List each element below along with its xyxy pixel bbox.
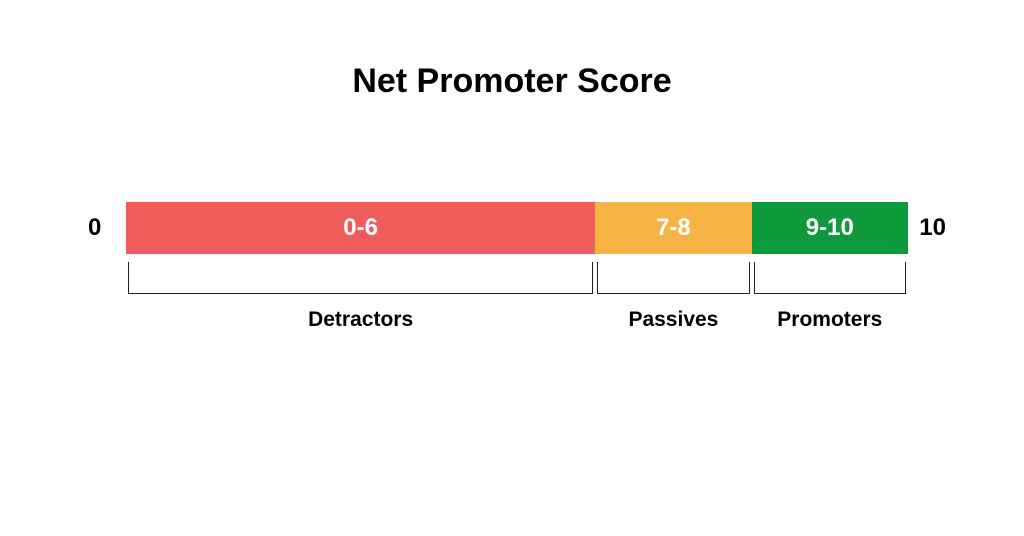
category-label-passives: Passives <box>595 308 751 332</box>
segment-passives: 7-8 <box>595 202 751 254</box>
category-label-detractors: Detractors <box>126 308 595 332</box>
scale-min-label: 0 <box>88 214 126 242</box>
segment-detractors: 0-6 <box>126 202 595 254</box>
bar-row: 0 0-6 7-8 9-10 10 <box>88 202 946 254</box>
segment-promoters: 9-10 <box>752 202 908 254</box>
nps-chart: 0 0-6 7-8 9-10 10 Detractors Passives Pr… <box>88 202 946 332</box>
scale-max-label: 10 <box>908 214 946 242</box>
bracket-shape <box>754 262 906 294</box>
bracket-promoters: Promoters <box>752 262 908 332</box>
bracket-passives: Passives <box>595 262 751 332</box>
chart-title: Net Promoter Score <box>0 62 1024 101</box>
bracket-detractors: Detractors <box>126 262 595 332</box>
brackets-row: Detractors Passives Promoters <box>88 262 946 332</box>
nps-bar: 0-6 7-8 9-10 <box>126 202 908 254</box>
bracket-shape <box>128 262 593 294</box>
category-label-promoters: Promoters <box>752 308 908 332</box>
bracket-shape <box>597 262 749 294</box>
